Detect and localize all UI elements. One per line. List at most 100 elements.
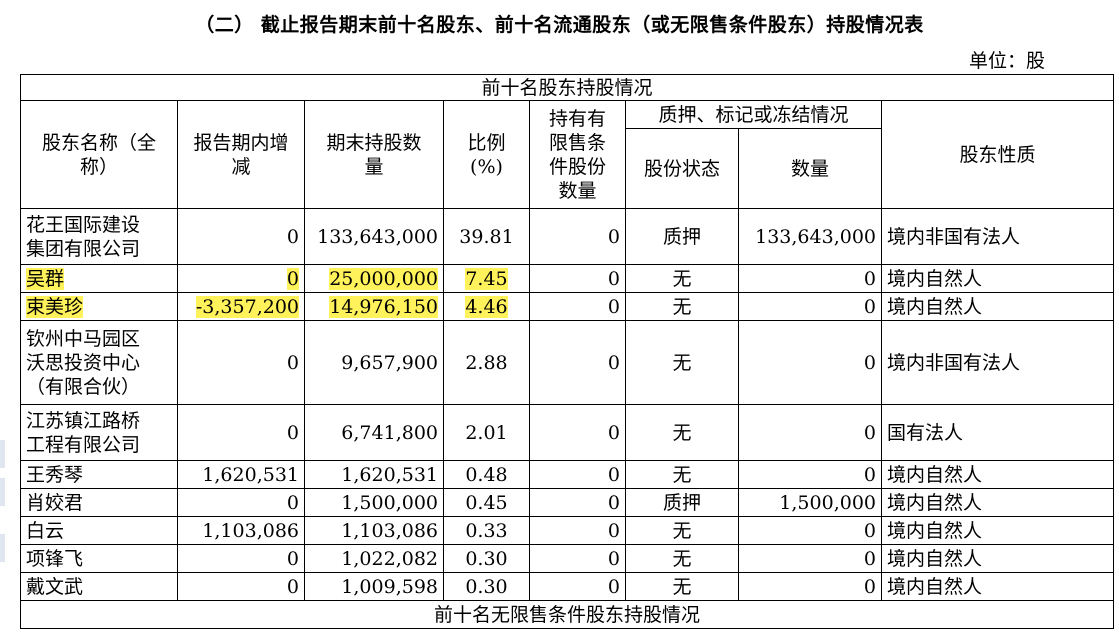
cell-text: 1,103,086 [341, 519, 438, 542]
cell-name: 项锋飞 [20, 544, 178, 573]
cell-change: 1,103,086 [177, 516, 305, 545]
cell-restricted: 0 [529, 208, 626, 265]
cell-status: 无 [625, 320, 739, 405]
table-row: 江苏镇江路桥工程有限公司 0 6,741,800 2.01 0 无 0 国有法人 [20, 404, 1115, 461]
cell-text: 0 [863, 463, 876, 486]
cell-text: 0 [863, 421, 876, 444]
table-row: 吴群 0 25,000,000 7.45 0 无 0 境内自然人 [20, 264, 1115, 293]
cell-qty: 0 [738, 572, 882, 601]
table-row: 王秀琴 1,620,531 1,620,531 0.48 0 无 0 境内自然人 [20, 460, 1115, 489]
cell-text: 钦州中马园区沃思投资中心（有限合伙） [26, 327, 141, 398]
cell-text: 质押 [662, 491, 701, 514]
cell-ratio: 0.33 [443, 516, 530, 545]
cell-text: 王秀琴 [26, 463, 84, 486]
header-row: 股东名称（全称） 报告期内增减 期末持股数量 比例(%) 持有有限售条件股份数量… [20, 100, 1115, 209]
cell-text: 江苏镇江路桥工程有限公司 [26, 409, 141, 456]
cell-restricted: 0 [529, 404, 626, 461]
cell-text: 境内自然人 [887, 519, 983, 542]
cell-change: 0 [177, 264, 305, 293]
cell-qty: 0 [738, 516, 882, 545]
cell-text: 0.33 [465, 519, 508, 542]
cell-shares: 25,000,000 [304, 264, 444, 293]
cell-text: 1,103,086 [202, 519, 299, 542]
cell-change: 0 [177, 404, 305, 461]
cell-ratio: 4.46 [443, 292, 530, 321]
shareholder-table: 前十名股东持股情况 股东名称（全称） 报告期内增减 期末持股数量 比例(%) 持… [19, 74, 1115, 629]
cell-text: 吴群 [26, 267, 65, 290]
cell-status: 无 [625, 292, 739, 321]
cell-text: 0 [286, 351, 299, 374]
cell-text: 0 [286, 267, 299, 290]
cell-text: 0 [286, 225, 299, 248]
cell-name: 钦州中马园区沃思投资中心（有限合伙） [20, 320, 178, 405]
cell-text: 4.46 [465, 295, 508, 318]
cell-text: 0 [863, 519, 876, 542]
section-title-top: 前十名股东持股情况 [19, 74, 1115, 101]
cell-text: 境内自然人 [887, 295, 983, 318]
cell-shares: 9,657,900 [304, 320, 444, 405]
cell-shares: 6,741,800 [304, 404, 444, 461]
cell-text: 0 [863, 267, 876, 290]
cell-change: 0 [177, 488, 305, 517]
cell-text: 2.88 [465, 351, 508, 374]
cell-text: 束美珍 [26, 295, 84, 318]
cell-text: 境内非国有法人 [887, 351, 1021, 374]
cell-change: -3,357,200 [177, 292, 305, 321]
cell-text: 境内非国有法人 [887, 225, 1021, 248]
cell-text: 14,976,150 [329, 295, 438, 318]
selection-marker [0, 440, 5, 468]
cell-text: 0 [286, 491, 299, 514]
cell-restricted: 0 [529, 488, 626, 517]
cell-text: 质押 [662, 225, 701, 248]
cell-text: 133,643,000 [755, 225, 876, 248]
cell-status: 无 [625, 264, 739, 293]
cell-nature: 境内自然人 [880, 460, 1115, 489]
cell-text: 无 [672, 463, 692, 486]
cell-nature: 境内自然人 [880, 544, 1115, 573]
cell-text: 白云 [26, 519, 65, 542]
cell-text: 戴文武 [26, 575, 84, 598]
cell-status: 质押 [625, 488, 739, 517]
cell-text: 0 [607, 519, 620, 542]
cell-shares: 1,500,000 [304, 488, 444, 517]
cell-change: 0 [177, 320, 305, 405]
cell-text: 133,643,000 [317, 225, 438, 248]
cell-nature: 境内自然人 [880, 292, 1115, 321]
cell-nature: 境内自然人 [880, 488, 1115, 517]
cell-change: 1,620,531 [177, 460, 305, 489]
cell-shares: 1,022,082 [304, 544, 444, 573]
section-header-row: 前十名无限售条件股东持股情况 [19, 600, 1115, 629]
cell-nature: 境内自然人 [880, 572, 1115, 601]
cell-text: 0 [286, 575, 299, 598]
header-restricted: 持有有限售条件股份数量 [529, 100, 626, 209]
cell-text: 无 [672, 519, 692, 542]
cell-ratio: 0.30 [443, 572, 530, 601]
cell-text: 无 [672, 421, 692, 444]
cell-text: 无 [672, 295, 692, 318]
cell-text: 境内自然人 [887, 547, 983, 570]
cell-text: 无 [672, 547, 692, 570]
cell-text: 0 [607, 491, 620, 514]
cell-qty: 0 [738, 460, 882, 489]
cell-qty: 0 [738, 404, 882, 461]
cell-ratio: 0.45 [443, 488, 530, 517]
cell-status: 无 [625, 572, 739, 601]
cell-text: 境内自然人 [887, 463, 983, 486]
cell-shares: 133,643,000 [304, 208, 444, 265]
section-header-row: 前十名股东持股情况 [19, 74, 1115, 101]
cell-qty: 133,643,000 [738, 208, 882, 265]
cell-text: 1,500,000 [341, 491, 438, 514]
cell-text: 境内自然人 [887, 491, 983, 514]
cell-status: 质押 [625, 208, 739, 265]
cell-restricted: 0 [529, 292, 626, 321]
cell-status: 无 [625, 516, 739, 545]
cell-name: 戴文武 [20, 572, 178, 601]
cell-text: 0 [607, 547, 620, 570]
cell-nature: 境内非国有法人 [880, 208, 1115, 265]
cell-name: 花王国际建设集团有限公司 [20, 208, 178, 265]
cell-text: 0 [607, 575, 620, 598]
cell-text: 9,657,900 [341, 351, 438, 374]
cell-text: 国有法人 [887, 421, 964, 444]
cell-text: 0 [863, 295, 876, 318]
cell-text: 0 [607, 463, 620, 486]
